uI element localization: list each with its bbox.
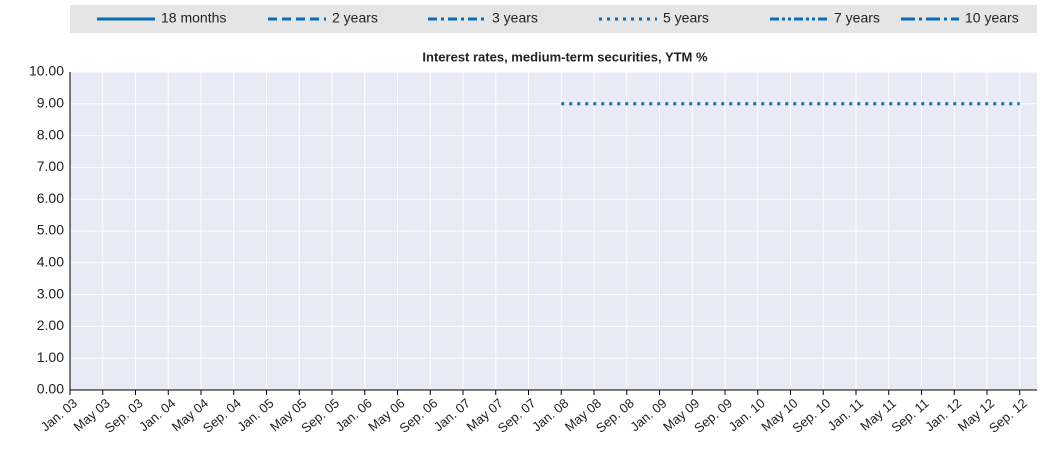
y-tick-label: 1.00 — [37, 349, 64, 365]
x-tick-label: Jan. 05 — [234, 395, 276, 434]
x-tick-label: Jan. 09 — [627, 395, 669, 434]
legend-label: 7 years — [834, 10, 880, 26]
legend-label: 18 months — [161, 10, 226, 26]
y-tick-label: 0.00 — [37, 381, 64, 397]
y-tick-label: 4.00 — [37, 254, 64, 270]
x-tick-label: Jan. 07 — [431, 395, 473, 434]
y-tick-label: 5.00 — [37, 222, 64, 238]
y-tick-label: 7.00 — [37, 158, 64, 174]
legend-background — [70, 5, 1037, 33]
x-tick-label: Jan. 08 — [529, 395, 571, 434]
y-tick-label: 8.00 — [37, 126, 64, 142]
y-tick-label: 6.00 — [37, 190, 64, 206]
x-tick-label: Jan. 12 — [922, 395, 964, 434]
chart-title: Interest rates, medium-term securities, … — [422, 49, 708, 64]
y-tick-label: 10.00 — [29, 63, 64, 79]
legend-label: 10 years — [965, 10, 1019, 26]
x-tick-label: Jan. 06 — [333, 395, 375, 434]
y-tick-label: 3.00 — [37, 285, 64, 301]
legend-label: 2 years — [332, 10, 378, 26]
y-tick-label: 9.00 — [37, 95, 64, 111]
x-tick-label: Jan. 04 — [136, 395, 178, 434]
legend-label: 5 years — [663, 10, 709, 26]
x-tick-label: Jan. 10 — [726, 395, 768, 434]
x-tick-label: Jan. 11 — [825, 395, 867, 433]
x-tick-label: Sep. 11 — [888, 395, 931, 435]
x-tick-label: Jan. 03 — [38, 395, 80, 434]
legend-label: 3 years — [492, 10, 538, 26]
y-tick-label: 2.00 — [37, 317, 64, 333]
